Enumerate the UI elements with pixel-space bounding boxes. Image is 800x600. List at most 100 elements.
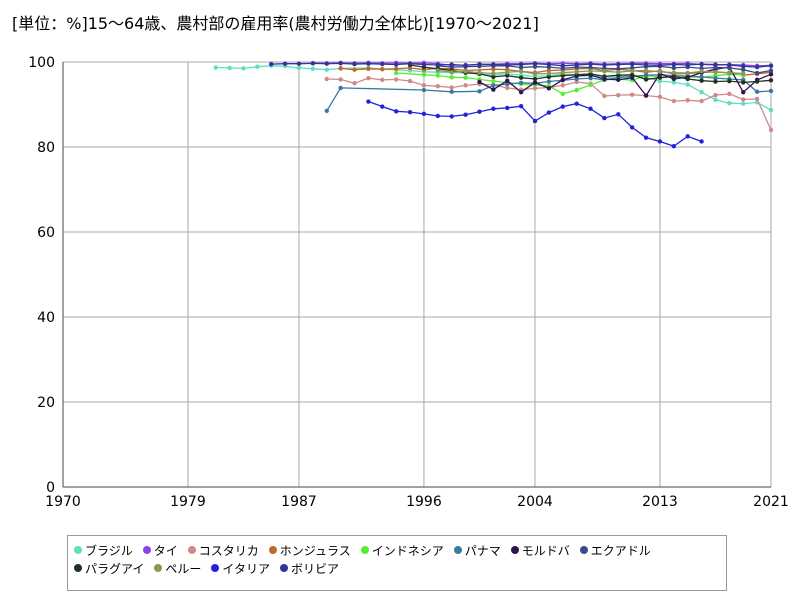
data-point [643, 93, 649, 98]
data-point [657, 63, 663, 68]
data-point [671, 98, 677, 104]
data-point [671, 70, 677, 75]
data-point [685, 62, 690, 68]
data-point [532, 80, 538, 85]
data-point [366, 66, 371, 72]
data-point [727, 62, 732, 68]
data-point [505, 73, 510, 78]
data-point [602, 115, 607, 121]
x-tick-label: 2021 [753, 494, 789, 510]
data-point [393, 109, 399, 114]
data-point [546, 74, 552, 80]
data-point [477, 79, 482, 85]
data-point [727, 70, 732, 75]
data-point [546, 79, 552, 84]
data-point [657, 139, 663, 144]
data-point [741, 71, 746, 76]
data-point [546, 86, 552, 91]
data-point [393, 77, 399, 82]
data-point [213, 65, 218, 70]
data-point [713, 75, 718, 81]
data-point [588, 61, 593, 67]
data-point [699, 69, 704, 74]
data-point [574, 87, 579, 93]
data-point [338, 61, 343, 66]
data-point [616, 112, 621, 117]
data-point [518, 75, 524, 80]
legend-item: タイ [142, 541, 178, 559]
data-point [574, 69, 579, 74]
legend-marker [154, 564, 163, 572]
legend-item: エクアドル [579, 541, 651, 559]
legend-item: パラグアイ [74, 559, 144, 577]
legend-marker [268, 546, 277, 554]
data-point [477, 89, 482, 94]
data-point [269, 61, 274, 67]
data-point [505, 81, 510, 87]
y-tick-label: 40 [37, 310, 55, 326]
data-point [421, 111, 427, 117]
data-point [616, 92, 621, 98]
legend-grid: ブラジル タイ コスタリカ ホンジュラス インドネシア パナマ モルドバ エクアドル パラグアイ… [74, 541, 720, 577]
legend-label: インドネシア [371, 543, 444, 558]
legend-item: インドネシア [360, 541, 444, 559]
data-point [310, 61, 316, 66]
y-tick-label: 100 [28, 55, 55, 71]
legend-marker [187, 546, 196, 554]
data-point [768, 72, 774, 77]
data-point [754, 70, 760, 76]
legend-item: モルドバ [510, 541, 570, 559]
legend-label: ペルー [165, 561, 202, 576]
data-point [616, 70, 621, 75]
data-point [713, 97, 718, 103]
data-point [324, 76, 329, 82]
data-point [449, 114, 454, 119]
data-point [643, 62, 649, 68]
data-point [366, 61, 371, 66]
legend-item: コスタリカ [187, 541, 259, 559]
data-point [741, 89, 746, 95]
data-point [685, 98, 690, 103]
data-point [685, 76, 690, 82]
data-point [435, 84, 441, 89]
data-point [657, 78, 663, 84]
data-point [741, 64, 746, 69]
data-point [685, 70, 690, 76]
data-point [546, 62, 552, 67]
data-point [421, 87, 427, 93]
data-point [532, 61, 538, 66]
data-point [616, 77, 621, 83]
data-point [296, 61, 302, 66]
data-point [546, 71, 552, 76]
data-point [449, 75, 454, 80]
data-point [491, 71, 496, 76]
data-point [421, 62, 427, 67]
data-point [629, 68, 635, 74]
data-point [255, 64, 260, 69]
data-point [699, 74, 704, 80]
data-point [338, 66, 343, 71]
data-point [491, 83, 496, 88]
data-point [324, 67, 329, 72]
data-point [560, 63, 565, 69]
data-point [227, 65, 232, 71]
data-point [338, 77, 343, 82]
data-point [741, 80, 746, 85]
data-point [449, 85, 454, 90]
data-point [671, 65, 677, 71]
data-point [491, 62, 496, 67]
data-point [518, 80, 524, 86]
data-point [393, 66, 399, 72]
legend-marker [142, 546, 151, 554]
legend-label: ブラジル [85, 543, 133, 558]
data-point [380, 67, 385, 72]
data-point [435, 73, 441, 78]
y-tick-label: 0 [46, 480, 55, 496]
legend-item: ブラジル [74, 541, 133, 559]
legend-label: パナマ [464, 543, 501, 558]
data-point [518, 104, 524, 109]
data-point [532, 71, 538, 77]
data-point [588, 68, 593, 74]
data-point [602, 69, 607, 74]
